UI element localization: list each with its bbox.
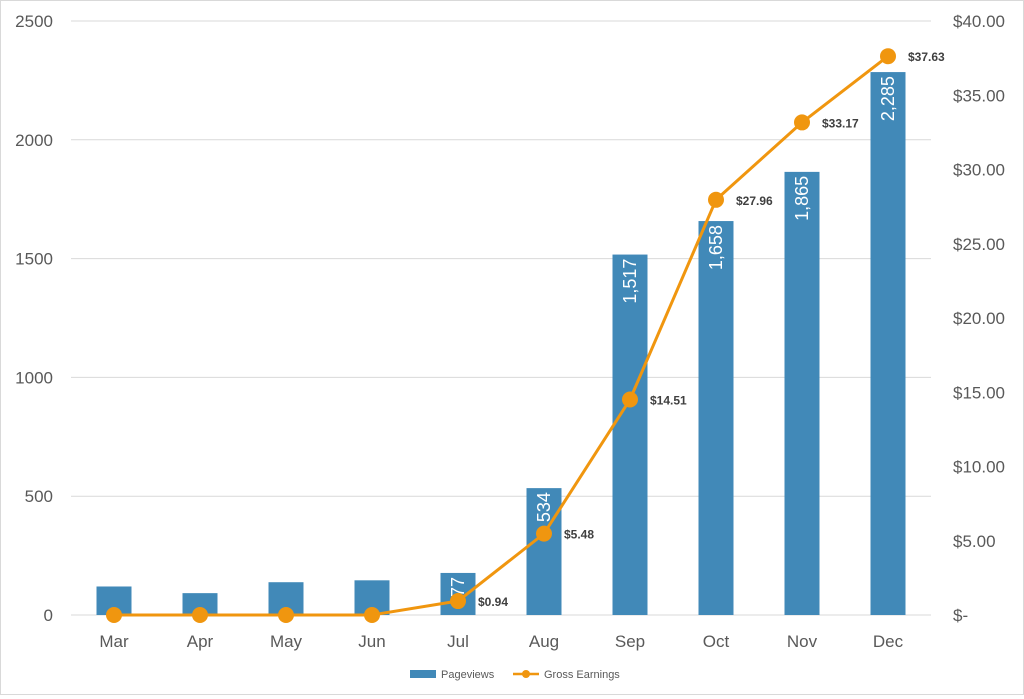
earnings-point-may [278,607,294,623]
earnings-data-label: $0.94 [478,595,508,609]
legend: Pageviews Gross Earnings [410,669,620,681]
left-axis: 0 500 1000 1500 2000 2500 [15,12,53,625]
bar-dec [870,72,906,616]
earnings-data-labels: $0.94 $5.48 $14.51 $27.96 $33.17 $37.63 [478,50,945,609]
earnings-point-dec [880,48,896,65]
earnings-point-jul [450,593,466,610]
earnings-line [106,48,896,623]
right-axis-tick-label: $20.00 [953,309,1005,328]
bar-data-label: 534 [534,492,554,522]
x-axis-tick-label: May [270,632,303,651]
right-axis-tick-label: $40.00 [953,12,1005,31]
x-axis: Mar Apr May Jun Jul Aug Sep Oct Nov Dec [99,632,903,651]
right-axis-tick-label: $30.00 [953,161,1005,180]
left-axis-tick-label: 2000 [15,131,53,150]
left-axis-tick-label: 0 [44,606,53,625]
earnings-data-label: $27.96 [736,194,773,208]
x-axis-tick-label: Jul [447,632,469,651]
x-axis-tick-label: Oct [703,632,730,651]
earnings-point-apr [192,607,208,623]
x-axis-tick-label: Nov [787,632,818,651]
right-axis-tick-label: $- [953,606,968,625]
bar-data-label: 2,285 [878,76,898,121]
bar-sep [612,254,648,616]
x-axis-tick-label: Jun [358,632,385,651]
bar-apr [182,593,218,615]
earnings-point-oct [708,191,724,208]
bar-data-label: 1,517 [620,259,640,304]
legend-swatch-pageviews [410,670,436,678]
legend-label-pageviews: Pageviews [441,669,495,681]
bar-data-label: 1,865 [792,176,812,221]
right-axis: $- $5.00 $10.00 $15.00 $20.00 $25.00 $30.00 $35… [953,12,1005,625]
earnings-data-label: $14.51 [650,394,687,408]
earnings-data-label: $33.17 [822,116,859,130]
right-axis-tick-label: $5.00 [953,532,996,551]
bar-nov [784,171,820,615]
bar-oct [698,221,734,615]
earnings-data-label: $5.48 [564,528,594,542]
left-axis-tick-label: 1000 [15,368,53,387]
right-axis-tick-label: $25.00 [953,235,1005,254]
legend-label-earnings: Gross Earnings [544,669,620,681]
x-axis-tick-label: Apr [187,632,214,651]
right-axis-tick-label: $10.00 [953,458,1005,477]
earnings-line-path [114,55,889,617]
pageviews-bars [96,72,906,616]
earnings-point-nov [794,114,810,131]
earnings-point-jun [364,607,380,623]
left-axis-tick-label: 1500 [15,250,53,269]
x-axis-tick-label: Sep [615,632,645,651]
earnings-point-aug [536,525,552,542]
x-axis-tick-label: Aug [529,632,559,651]
bar-aug [526,488,562,615]
right-axis-tick-label: $35.00 [953,86,1005,105]
right-axis-tick-label: $15.00 [953,383,1005,402]
bar-data-label: 1,658 [706,225,726,270]
earnings-point-mar [106,607,122,623]
x-axis-tick-label: Dec [873,632,904,651]
x-axis-tick-label: Mar [99,632,129,651]
legend-swatch-marker-earnings [522,670,530,678]
earnings-data-label: $37.63 [908,50,945,64]
left-axis-tick-label: 500 [25,487,53,506]
earnings-point-sep [622,391,638,408]
left-axis-tick-label: 2500 [15,12,53,31]
